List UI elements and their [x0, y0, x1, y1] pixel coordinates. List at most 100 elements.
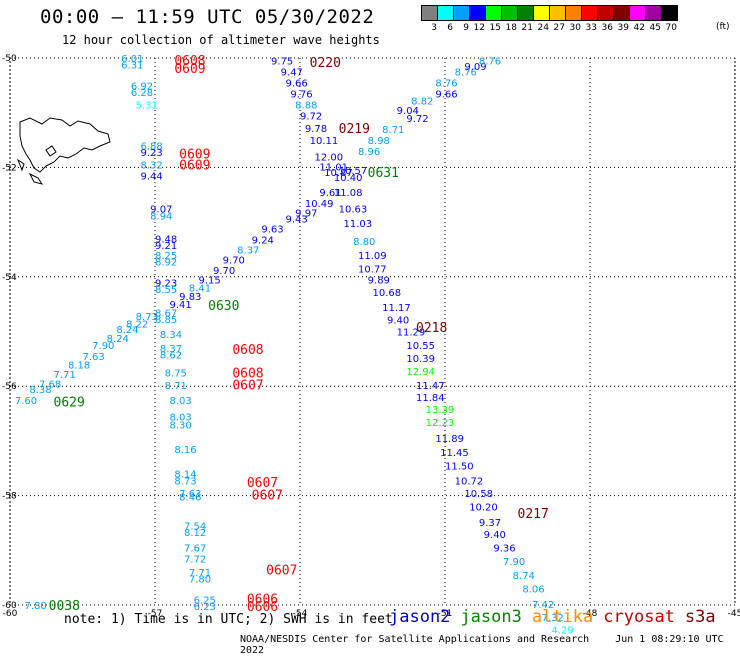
wave-height-point: 9.40 [387, 315, 409, 326]
wave-height-point: 11.17 [382, 303, 411, 314]
wave-height-point: 7.90 [92, 341, 114, 352]
wave-height-point: 9.09 [464, 62, 486, 73]
wave-height-point: 8.14 [174, 470, 196, 481]
satellite-legend-entry: altika [531, 607, 594, 627]
pass-time-label: 0609 [174, 62, 205, 77]
wave-height-point: 8.34 [160, 330, 182, 341]
wave-height-point: 8.71 [382, 125, 404, 136]
wave-height-point: 10.39 [406, 354, 435, 365]
wave-height-point: 10.77 [358, 265, 387, 276]
wave-height-point: 8.94 [150, 212, 172, 223]
wave-height-point: 9.44 [141, 172, 163, 183]
wave-height-point: 10.87 [324, 168, 353, 179]
wave-height-point: 9.76 [290, 90, 312, 101]
pass-time-label: 0631 [368, 166, 399, 181]
wave-height-point: 9.07 [150, 204, 172, 215]
wave-height-point: 12.94 [406, 367, 435, 378]
wave-height-point: 6.25 [194, 596, 216, 607]
wave-height-point: 9.47 [281, 68, 303, 79]
wave-height-point: 8.98 [368, 136, 390, 147]
wave-height-point: 9.61 [319, 188, 341, 199]
wave-height-point: 10.11 [310, 136, 339, 147]
credit-text: NOAA/NESDIS Center for Satellite Applica… [240, 634, 590, 645]
wave-height-point: 9.66 [435, 90, 457, 101]
grid-lines [9, 57, 736, 606]
legend-swatch-label: 45 [649, 23, 661, 33]
color-scale-legend: 3 6 9 12 15 18 21 24 27 30 33 36 39 42 45 70 [421, 5, 678, 33]
wave-height-point: 9.15 [199, 276, 221, 287]
wave-height-point: 6.92 [131, 81, 153, 92]
legend-swatch-label: 42 [633, 23, 645, 33]
legend-swatch-label: 70 [665, 23, 677, 33]
legend-swatch-label: 3 [431, 23, 437, 33]
wave-height-point: 8.80 [353, 237, 375, 248]
wave-height-point: 10.57 [339, 166, 368, 177]
x-tick-label: -54 [293, 609, 308, 619]
y-tick-label: -56 [2, 382, 17, 392]
pass-time-label: 0606 [247, 600, 278, 615]
wave-height-point: 8.38 [29, 385, 51, 396]
wave-height-point: 7.42 [532, 600, 554, 611]
satellite-legend: jason2 jason3 altika cryosat s3a [389, 607, 726, 627]
wave-height-point: 9.75 [271, 57, 293, 68]
footnote: note: 1) Time is in UTC; 2) SWH is in fe… [64, 612, 393, 627]
wave-height-point: 9.97 [295, 208, 317, 219]
wave-height-point: 13.39 [426, 405, 455, 416]
wave-height-point: 9.40 [484, 530, 506, 541]
x-tick-label: -51 [438, 609, 453, 619]
wave-height-point: 8.22 [126, 319, 148, 330]
wave-height-point: 8.92 [155, 257, 177, 268]
wave-height-point: 8.37 [237, 245, 259, 256]
wave-height-point: 8.62 [160, 350, 182, 361]
legend-swatch-label: 15 [489, 23, 501, 33]
wave-height-point: 8.88 [295, 100, 317, 111]
wave-height-point: 8.75 [165, 369, 187, 380]
wave-height-point: 9.24 [252, 236, 274, 247]
wave-height-point: 8.06 [522, 585, 544, 596]
satellite-legend-entry: s3a [684, 607, 716, 627]
wave-height-point: 8.32 [141, 161, 163, 172]
wave-height-point: 12.23 [426, 418, 455, 429]
y-tick-label: -60 [2, 601, 17, 611]
wave-height-point: 10.68 [373, 288, 402, 299]
wave-height-point: 8.30 [170, 420, 192, 431]
legend-swatch-label: 36 [601, 23, 613, 33]
wave-height-point: 8.74 [513, 571, 535, 582]
pass-time-label: 0608 [174, 54, 205, 69]
axis-tick-labels: -60 -57 -54 -51 -48 -45 -50 -52 -54 -56 -58 -60 [2, 54, 740, 619]
wave-height-point: 9.23 [141, 148, 163, 159]
legend-swatch: 9 [453, 5, 470, 33]
wave-height-point: 9.89 [368, 276, 390, 287]
wave-height-point: 7.80 [25, 601, 47, 612]
wave-height-point: 7.72 [184, 555, 206, 566]
wave-height-point: 8.37 [160, 344, 182, 355]
wave-height-point: 8.03 [170, 396, 192, 407]
pass-time-label: 0607 [247, 476, 278, 491]
wave-height-point: 8.12 [184, 528, 206, 539]
pass-time-label: 0608 [232, 343, 263, 358]
pass-time-label: 0038 [49, 599, 80, 614]
wave-height-point: 9.78 [305, 124, 327, 135]
legend-swatch-label: 33 [585, 23, 597, 33]
wave-height-point: 9.83 [179, 292, 201, 303]
wave-height-point: 11.45 [440, 448, 469, 459]
coastline-shape [19, 117, 111, 173]
wave-height-point: 8.03 [170, 412, 192, 423]
wave-height-point: 9.70 [213, 266, 235, 277]
credit-line: NOAA/NESDIS Center for Satellite Applica… [240, 634, 740, 656]
wave-height-point: 6.88 [141, 142, 163, 153]
legend-swatch-label: 24 [537, 23, 549, 33]
satellite-legend-entry: cryosat [603, 607, 675, 627]
wave-height-point: 10.58 [464, 489, 493, 500]
wave-height-values: 6.016.316.926.285.316.889.238.329.449.07… [15, 54, 574, 637]
wave-height-point: 8.82 [411, 97, 433, 108]
legend-swatch-label: 21 [521, 23, 533, 33]
wave-height-point: 11.47 [416, 381, 445, 392]
wave-height-point: 12.00 [315, 152, 344, 163]
wave-height-point: 7.63 [179, 489, 201, 500]
wave-height-point: 9.23 [155, 278, 177, 289]
satellite-legend-entry: jason3 [460, 607, 522, 627]
wave-height-point: 7.67 [184, 544, 206, 555]
legend-swatch-label: 12 [473, 23, 485, 33]
pass-time-label: 0609 [179, 148, 210, 163]
